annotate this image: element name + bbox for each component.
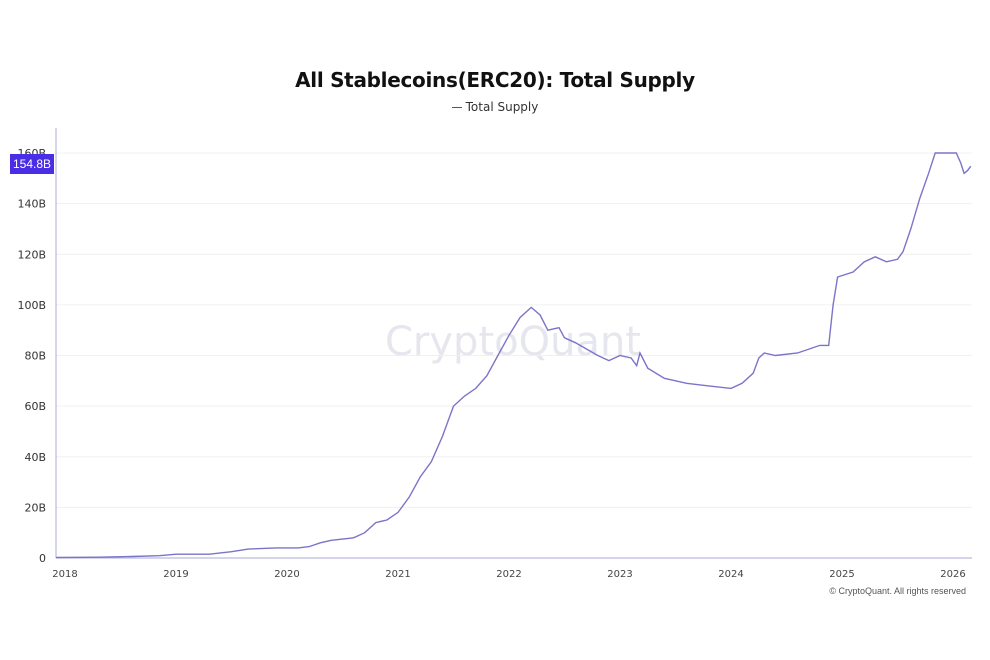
y-tick-label: 140B — [17, 198, 46, 211]
watermark: CryptoQuant — [385, 319, 641, 365]
y-tick-label: 80B — [24, 350, 46, 363]
chart-title: All Stablecoins(ERC20): Total Supply — [295, 68, 695, 92]
legend-swatch — [451, 107, 462, 108]
x-tick-label: 2026 — [940, 569, 965, 580]
x-tick-label: 2023 — [607, 569, 632, 580]
current-value-badge: 154.8B — [10, 154, 54, 174]
y-tick-label: 0 — [39, 552, 46, 565]
x-tick-label: 2021 — [385, 569, 410, 580]
y-tick-label: 20B — [24, 501, 46, 514]
y-tick-label: 100B — [17, 299, 46, 312]
y-tick-label: 60B — [24, 400, 46, 413]
legend[interactable]: Total Supply — [0, 100, 990, 114]
x-tick-label: 2020 — [274, 569, 299, 580]
copyright: © CryptoQuant. All rights reserved — [829, 586, 966, 596]
x-tick-label: 2025 — [829, 569, 854, 580]
x-tick-label: 2022 — [496, 569, 521, 580]
x-tick-label: 2018 — [52, 569, 77, 580]
x-tick-label: 2024 — [718, 569, 743, 580]
y-tick-label: 120B — [17, 248, 46, 261]
series-line-total-supply — [56, 152, 972, 559]
legend-label: Total Supply — [465, 100, 539, 114]
y-tick-label: 40B — [24, 451, 46, 464]
x-tick-label: 2019 — [163, 569, 188, 580]
